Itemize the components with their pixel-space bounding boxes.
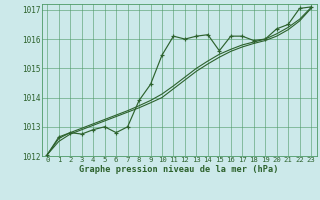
X-axis label: Graphe pression niveau de la mer (hPa): Graphe pression niveau de la mer (hPa) (79, 165, 279, 174)
